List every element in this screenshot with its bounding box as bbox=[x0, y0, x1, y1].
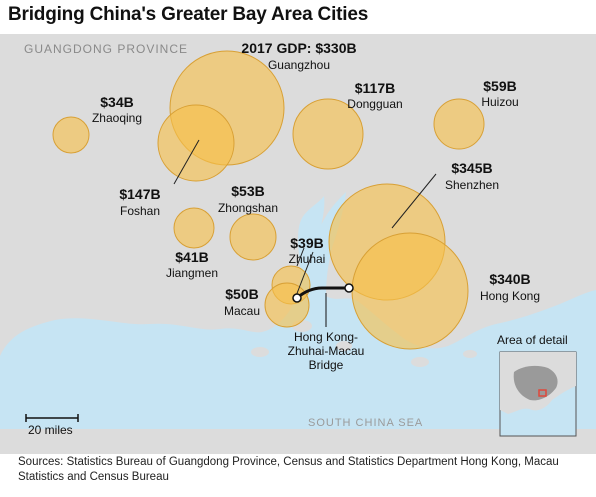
label-zhongshan-value: $53B bbox=[231, 183, 264, 199]
label-macau-name: Macau bbox=[224, 304, 260, 318]
label-dongguan-value: $117B bbox=[355, 80, 395, 96]
island bbox=[411, 357, 429, 367]
label-macau-value: $50B bbox=[225, 286, 258, 302]
bubble-huizou bbox=[433, 98, 485, 150]
leader-foshan bbox=[173, 139, 200, 185]
inset-map: Area of detail bbox=[497, 333, 577, 437]
scale-bar: 20 miles bbox=[25, 414, 79, 437]
bubble-zhaoqing bbox=[52, 116, 90, 154]
label-huizou-name: Huizou bbox=[481, 95, 518, 109]
island bbox=[463, 350, 477, 358]
bubble-foshan bbox=[157, 104, 235, 182]
label-huizou-value: $59B bbox=[483, 78, 516, 94]
label-zhuhai-name: Zhuhai bbox=[289, 252, 326, 266]
label-hongkong-value: $340B bbox=[489, 271, 530, 287]
label-guangzhou-value: 2017 GDP: $330B bbox=[241, 40, 356, 56]
label-foshan-value: $147B bbox=[119, 186, 160, 202]
sea-label: SOUTH CHINA SEA bbox=[308, 417, 423, 429]
scale-label: 20 miles bbox=[28, 423, 73, 437]
page-title: Bridging China's Greater Bay Area Cities bbox=[8, 4, 369, 25]
bridge-label-line-2: Zhuhai-Macau bbox=[288, 344, 365, 358]
bridge-label-line-3: Bridge bbox=[309, 358, 344, 372]
bridge-end-hongkong bbox=[344, 283, 354, 293]
label-hongkong-name: Hong Kong bbox=[480, 289, 540, 303]
city-labels: 2017 GDP: $330B Guangzhou $117B Dongguan… bbox=[92, 40, 540, 372]
bubble-zhongshan bbox=[229, 213, 277, 261]
label-shenzhen-name: Shenzhen bbox=[445, 178, 499, 192]
bubble-hongkong bbox=[351, 232, 469, 350]
label-shenzhen-value: $345B bbox=[451, 160, 492, 176]
label-foshan-name: Foshan bbox=[120, 204, 160, 218]
bridge-label-line-1: Hong Kong- bbox=[294, 330, 358, 344]
label-zhaoqing-name: Zhaoqing bbox=[92, 111, 142, 125]
source-note: Sources: Statistics Bureau of Guangdong … bbox=[18, 456, 559, 483]
leader-zhongshan bbox=[296, 247, 305, 267]
bubble-jiangmen bbox=[173, 207, 215, 249]
label-zhaoqing-value: $34B bbox=[100, 94, 133, 110]
island bbox=[336, 341, 352, 351]
leader-zhuhai bbox=[295, 251, 314, 297]
island bbox=[251, 347, 269, 357]
inset-detail-marker bbox=[538, 389, 547, 397]
label-guangzhou-name: Guangzhou bbox=[268, 58, 330, 72]
label-dongguan-name: Dongguan bbox=[347, 97, 402, 111]
bubble-macau bbox=[264, 282, 310, 328]
leader-lines bbox=[173, 139, 437, 297]
gdp-bubbles bbox=[52, 50, 485, 350]
bubble-dongguan bbox=[292, 98, 364, 170]
map: GUANGDONG PROVINCE SOUTH CHINA SEA bbox=[0, 34, 596, 454]
bridge-end-macau bbox=[292, 293, 302, 303]
label-jiangmen-value: $41B bbox=[175, 249, 208, 265]
inset-label: Area of detail bbox=[497, 333, 568, 347]
region-label: GUANGDONG PROVINCE bbox=[24, 42, 188, 56]
bridge bbox=[292, 283, 354, 327]
label-zhuhai-value: $39B bbox=[290, 235, 323, 251]
label-zhongshan-name: Zhongshan bbox=[218, 201, 278, 215]
leader-shenzhen bbox=[391, 173, 437, 229]
label-jiangmen-name: Jiangmen bbox=[166, 266, 218, 280]
